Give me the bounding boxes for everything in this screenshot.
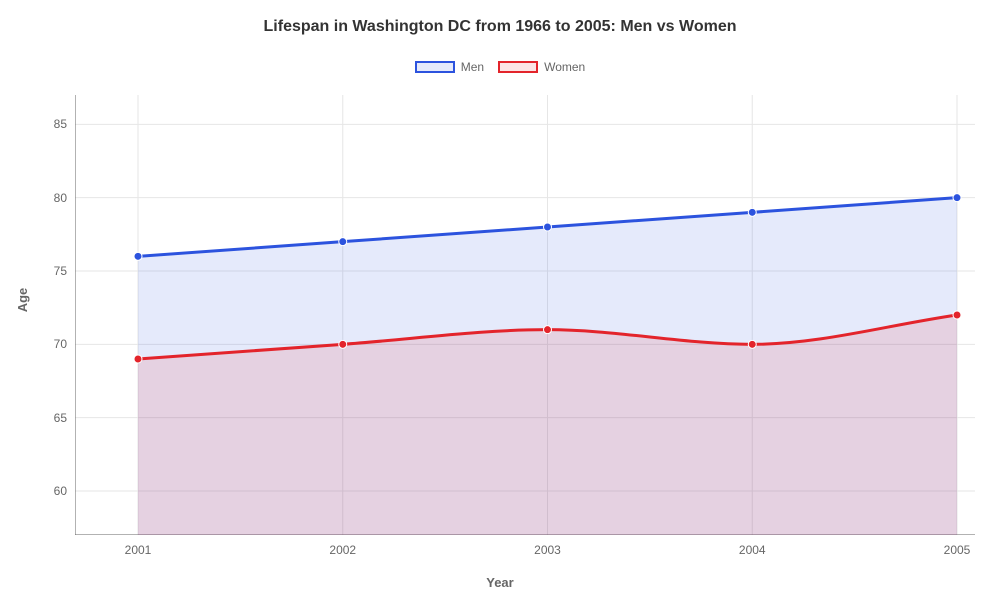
legend-label-women: Women [544, 60, 585, 74]
series-marker [339, 238, 347, 246]
legend-swatch-men [415, 61, 455, 73]
y-axis-label: Age [15, 288, 30, 313]
series-marker [339, 340, 347, 348]
legend-label-men: Men [461, 60, 484, 74]
series-marker [134, 252, 142, 260]
chart-title: Lifespan in Washington DC from 1966 to 2… [0, 18, 1000, 36]
legend-item-women: Women [498, 60, 585, 74]
series-marker [748, 340, 756, 348]
legend-item-men: Men [415, 60, 484, 74]
series-marker [544, 326, 552, 334]
x-axis-label: Year [0, 575, 1000, 590]
legend-swatch-women [498, 61, 538, 73]
series-marker [748, 208, 756, 216]
x-tick-label: 2003 [534, 535, 561, 557]
x-tick-label: 2004 [739, 535, 766, 557]
chart-container: Lifespan in Washington DC from 1966 to 2… [0, 0, 1000, 600]
y-tick-label: 85 [37, 117, 75, 131]
y-tick-label: 70 [37, 337, 75, 351]
series-marker [953, 194, 961, 202]
series-marker [134, 355, 142, 363]
chart-svg [75, 95, 975, 535]
plot-area: 60657075808520012002200320042005 [75, 95, 975, 535]
y-tick-label: 80 [37, 191, 75, 205]
series-marker [953, 311, 961, 319]
x-tick-label: 2005 [944, 535, 971, 557]
y-tick-label: 65 [37, 411, 75, 425]
y-tick-label: 60 [37, 484, 75, 498]
y-tick-label: 75 [37, 264, 75, 278]
x-tick-label: 2002 [329, 535, 356, 557]
chart-legend: Men Women [0, 60, 1000, 74]
x-tick-label: 2001 [125, 535, 152, 557]
series-marker [544, 223, 552, 231]
